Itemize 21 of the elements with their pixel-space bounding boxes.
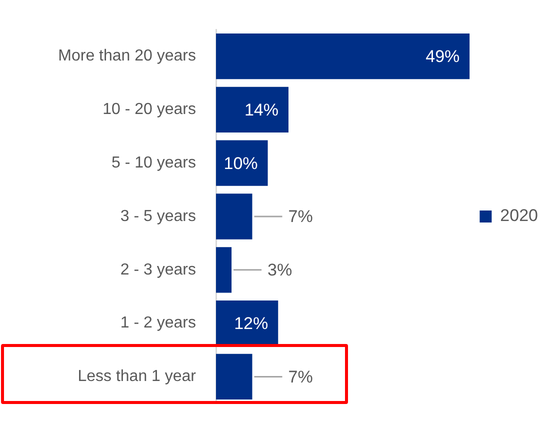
y-tick-label: 5 - 10 years: [112, 154, 196, 172]
y-tick-label: 1 - 2 years: [120, 314, 196, 332]
bar: [216, 247, 232, 293]
data-label: 7%: [288, 367, 313, 386]
data-label: 49%: [426, 46, 460, 66]
legend-label: 2020: [500, 206, 538, 226]
data-label: 3%: [268, 260, 292, 280]
bar: [216, 354, 252, 400]
bar: [216, 33, 470, 80]
y-tick-label: Less than 1 year: [78, 368, 197, 386]
bar: [216, 86, 288, 133]
bar: [216, 194, 252, 240]
bar: [216, 140, 268, 186]
data-label: 12%: [234, 314, 268, 333]
y-tick-label: 10 - 20 years: [102, 101, 196, 118]
data-label: 10%: [224, 154, 258, 173]
y-tick-label: 2 - 3 years: [120, 261, 196, 278]
y-tick-label: More than 20 years: [58, 48, 196, 65]
data-label: 7%: [288, 207, 313, 226]
data-label: 14%: [244, 100, 278, 120]
y-tick-label: 3 - 5 years: [120, 208, 196, 225]
